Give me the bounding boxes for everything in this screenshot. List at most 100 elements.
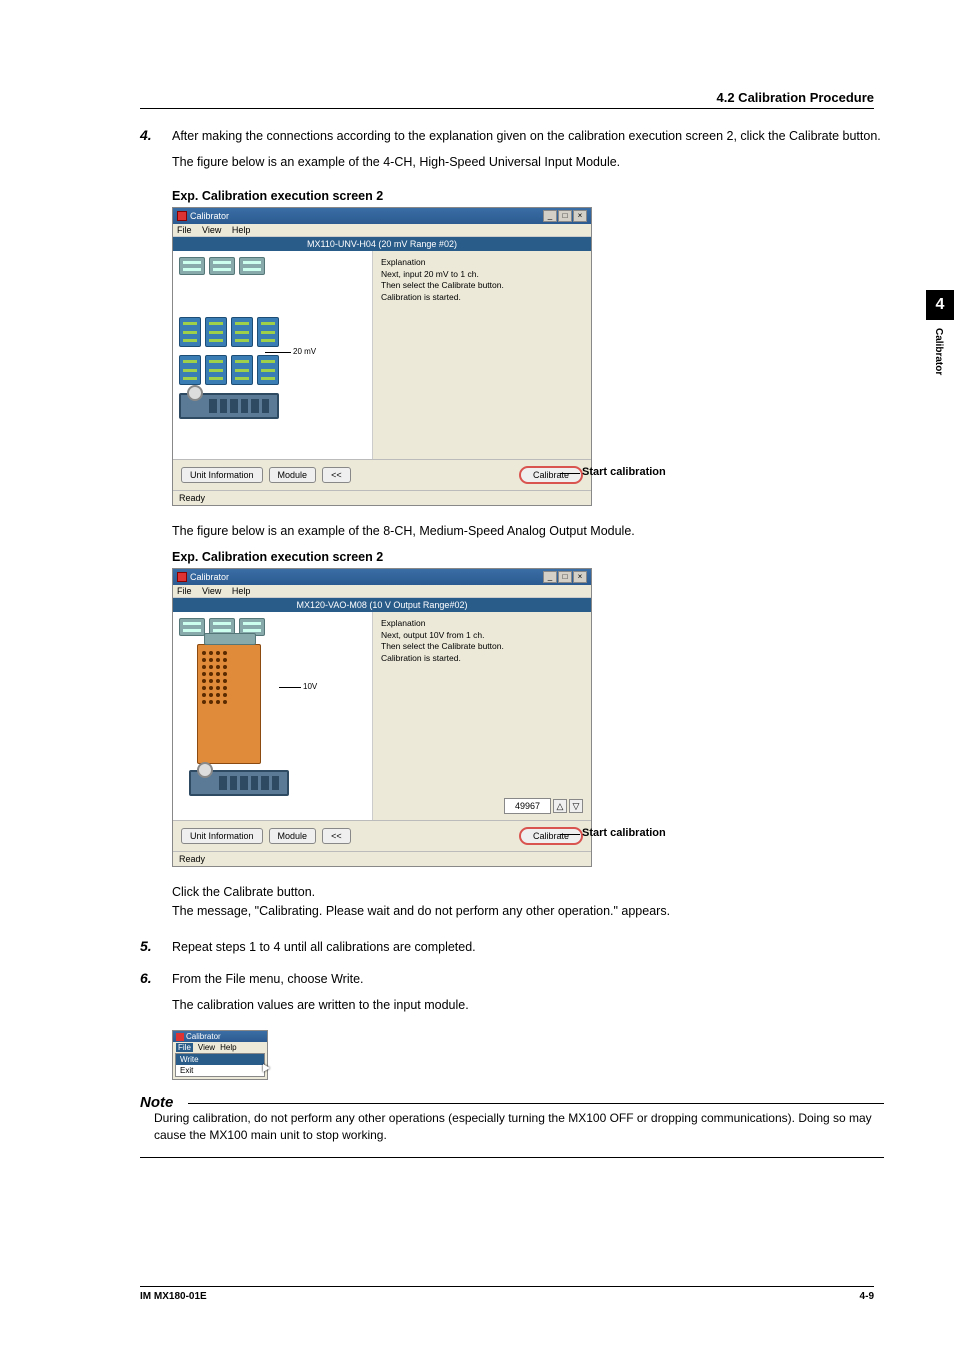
value-box: 49967 <box>504 798 551 814</box>
terminal-icon <box>179 317 201 347</box>
menu-view[interactable]: View <box>202 586 221 596</box>
bottom-bar: Unit Information Module << Calibrate <box>173 820 591 851</box>
menubar: File View Help <box>173 224 591 237</box>
close-icon[interactable]: × <box>573 571 587 583</box>
status-bar: Ready <box>173 851 591 866</box>
terminal-icon <box>179 355 201 385</box>
menu-file[interactable]: File <box>177 586 192 596</box>
footer-right: 4-9 <box>860 1291 874 1302</box>
minimize-icon[interactable]: _ <box>543 210 557 222</box>
note-heading: Note <box>140 1094 884 1111</box>
minimize-icon[interactable]: _ <box>543 571 557 583</box>
explanation-line: Then select the Calibrate button. <box>381 280 583 291</box>
up-icon[interactable]: △ <box>553 799 567 813</box>
titlebar: Calibrator _ □ × <box>173 208 591 224</box>
terminal-icon <box>205 355 227 385</box>
start-calibration-callout: Start calibration <box>582 466 666 478</box>
module-bar: MX120-VAO-M08 (10 V Output Range#02) <box>173 598 591 612</box>
module-button[interactable]: Module <box>269 467 317 483</box>
explanation-line: Calibration is started. <box>381 292 583 303</box>
explanation-line: Next, output 10V from 1 ch. <box>381 630 583 641</box>
chapter-number: 4 <box>926 290 954 320</box>
cursor-icon <box>263 1064 270 1072</box>
step-number-5: 5. <box>140 938 158 964</box>
hardware-pane: 20 mV <box>173 251 373 459</box>
slot-icon <box>179 618 205 636</box>
step5-text: Repeat steps 1 to 4 until all calibratio… <box>172 938 884 956</box>
start-calibration-callout: Start calibration <box>582 827 666 839</box>
module-button[interactable]: Module <box>269 828 317 844</box>
caption-1: Exp. Calibration execution screen 2 <box>172 189 884 203</box>
app-icon <box>177 211 187 221</box>
chapter-label: Calibrator <box>926 320 951 383</box>
explanation-pane: Explanation Next, input 20 mV to 1 ch. T… <box>373 251 591 459</box>
caption-2: Exp. Calibration execution screen 2 <box>172 550 884 564</box>
menu-help[interactable]: Help <box>232 586 251 596</box>
note-body: During calibration, do not perform any o… <box>154 1110 884 1153</box>
app-icon <box>177 572 187 582</box>
explanation-line: Calibration is started. <box>381 653 583 664</box>
slot-icon <box>209 257 235 275</box>
terminal-icon <box>257 355 279 385</box>
unit-info-button[interactable]: Unit Information <box>181 828 263 844</box>
module-bar: MX110-UNV-H04 (20 mV Range #02) <box>173 237 591 251</box>
slot-icon <box>179 257 205 275</box>
step6-text-2: The calibration values are written to th… <box>172 996 884 1014</box>
window-title: Calibrator <box>190 572 229 582</box>
ao-module-icon <box>197 644 261 764</box>
click-calibrate-text: Click the Calibrate button. <box>172 883 884 901</box>
terminal-icon <box>231 317 253 347</box>
hardware-pane: 10V <box>173 612 373 820</box>
slot-icon <box>239 257 265 275</box>
header-rule <box>140 108 874 109</box>
callout-line <box>560 473 580 474</box>
menu-file[interactable]: File <box>177 225 192 235</box>
step6-text-1: From the File menu, choose Write. <box>172 970 884 988</box>
calibrator-window-2: Calibrator _ □ × File View Help MX120-VA… <box>172 568 592 867</box>
calibrate-button[interactable]: Calibrate <box>519 466 583 484</box>
fm-view[interactable]: View <box>198 1043 215 1052</box>
fm-title-text: Calibrator <box>186 1032 221 1041</box>
section-header: 4.2 Calibration Procedure <box>717 90 875 105</box>
unit-info-button[interactable]: Unit Information <box>181 467 263 483</box>
base-unit-icon <box>179 393 279 419</box>
explanation-head: Explanation <box>381 618 583 629</box>
label-20mv: 20 mV <box>293 347 316 356</box>
down-icon[interactable]: ▽ <box>569 799 583 813</box>
file-menu-screenshot: Calibrator File View Help Write Exit <box>172 1030 268 1080</box>
label-10v: 10V <box>303 682 317 691</box>
explanation-line: Next, input 20 mV to 1 ch. <box>381 269 583 280</box>
back-button[interactable]: << <box>322 467 351 483</box>
explanation-pane: Explanation Next, output 10V from 1 ch. … <box>373 612 591 820</box>
terminal-icon <box>257 317 279 347</box>
menu-help[interactable]: Help <box>232 225 251 235</box>
fm-file[interactable]: File <box>176 1043 193 1052</box>
chapter-tab: 4 Calibrator <box>926 290 954 383</box>
fm-help[interactable]: Help <box>220 1043 236 1052</box>
titlebar: Calibrator _ □ × <box>173 569 591 585</box>
window-title: Calibrator <box>190 211 229 221</box>
step4-text-1: After making the connections according t… <box>172 127 884 145</box>
calibrator-window-1: Calibrator _ □ × File View Help MX110-UN… <box>172 207 592 506</box>
bottom-bar: Unit Information Module << Calibrate <box>173 459 591 490</box>
calibrate-button[interactable]: Calibrate <box>519 827 583 845</box>
calibrating-message-text: The message, "Calibrating. Please wait a… <box>172 902 884 920</box>
app-icon <box>176 1033 184 1041</box>
close-icon[interactable]: × <box>573 210 587 222</box>
menu-view[interactable]: View <box>202 225 221 235</box>
callout-line <box>560 834 580 835</box>
terminal-icon <box>205 317 227 347</box>
base-unit-icon <box>189 770 289 796</box>
maximize-icon[interactable]: □ <box>558 210 572 222</box>
fm-exit-item[interactable]: Exit <box>176 1065 264 1076</box>
step-number-4: 4. <box>140 127 158 179</box>
explanation-head: Explanation <box>381 257 583 268</box>
mid-paragraph: The figure below is an example of the 8-… <box>172 522 884 540</box>
back-button[interactable]: << <box>322 828 351 844</box>
fm-write-item[interactable]: Write <box>176 1054 264 1065</box>
menubar: File View Help <box>173 585 591 598</box>
status-bar: Ready <box>173 490 591 505</box>
maximize-icon[interactable]: □ <box>558 571 572 583</box>
note-rule-bottom <box>140 1157 884 1158</box>
terminal-icon <box>231 355 253 385</box>
